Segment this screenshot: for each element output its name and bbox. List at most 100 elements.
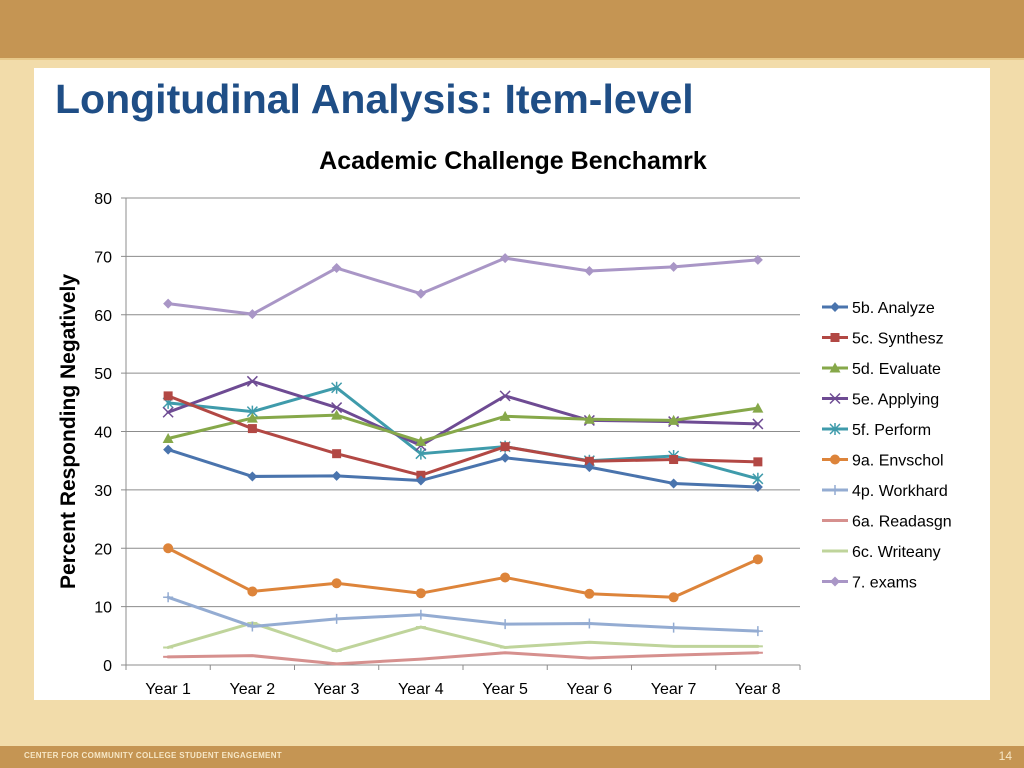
data-point bbox=[668, 478, 679, 489]
x-tick-label: Year 3 bbox=[314, 681, 360, 698]
legend-item: 5b. Analyze bbox=[822, 300, 935, 317]
x-tick-label: Year 2 bbox=[230, 681, 276, 698]
legend-item: 5f. Perform bbox=[822, 422, 931, 439]
data-point bbox=[668, 592, 679, 603]
data-point bbox=[752, 554, 763, 565]
data-point bbox=[162, 433, 174, 444]
legend-label: 5d. Evaluate bbox=[852, 361, 941, 378]
data-point bbox=[752, 626, 763, 637]
data-point bbox=[247, 309, 258, 320]
series-line bbox=[166, 448, 760, 489]
legend-marker bbox=[830, 454, 840, 465]
series-line bbox=[166, 406, 760, 443]
data-point bbox=[583, 413, 595, 424]
y-tick-label: 40 bbox=[94, 425, 112, 442]
series-line bbox=[166, 546, 760, 599]
data-point bbox=[415, 588, 426, 599]
series-5c-synthesz bbox=[163, 391, 763, 480]
y-tick-label: 10 bbox=[94, 600, 112, 617]
y-tick-label: 60 bbox=[94, 308, 112, 325]
data-point bbox=[331, 381, 343, 394]
data-point bbox=[162, 406, 174, 418]
x-tick-label: Year 7 bbox=[651, 681, 697, 698]
data-point bbox=[499, 390, 511, 402]
data-point bbox=[163, 543, 174, 554]
data-point bbox=[247, 424, 257, 434]
legend-label: 6a. Readasgn bbox=[852, 514, 952, 531]
data-point bbox=[247, 586, 258, 597]
data-point bbox=[415, 288, 426, 299]
x-tick-label: Year 4 bbox=[398, 681, 444, 698]
legend-item: 5c. Synthesz bbox=[822, 331, 944, 348]
data-point bbox=[331, 578, 342, 589]
data-point bbox=[500, 253, 511, 264]
data-point bbox=[752, 402, 764, 413]
content-panel bbox=[34, 68, 990, 700]
top-band bbox=[0, 0, 1024, 58]
data-point bbox=[500, 452, 511, 463]
data-point bbox=[246, 375, 258, 387]
legend-label: 5b. Analyze bbox=[852, 300, 935, 317]
data-point bbox=[331, 613, 342, 624]
data-point bbox=[415, 447, 427, 460]
series-5d-evaluate bbox=[162, 402, 764, 446]
series-line bbox=[166, 256, 760, 316]
data-point bbox=[415, 435, 427, 446]
data-point bbox=[331, 263, 342, 274]
series-5b-analyze bbox=[163, 444, 763, 492]
data-point bbox=[331, 470, 342, 481]
data-point bbox=[163, 444, 174, 455]
data-point bbox=[246, 412, 258, 423]
legend-label: 5e. Applying bbox=[852, 392, 939, 409]
series-line bbox=[166, 651, 760, 666]
slide-title: Longitudinal Analysis: Item-level bbox=[55, 76, 694, 122]
chart-title: Academic Challenge Benchamrk bbox=[319, 147, 707, 175]
data-point bbox=[584, 588, 595, 599]
series-line bbox=[166, 379, 760, 448]
legend-label: 5c. Synthesz bbox=[852, 331, 944, 348]
legend-label: 5f. Perform bbox=[852, 422, 931, 439]
data-point bbox=[332, 449, 342, 459]
data-point bbox=[500, 572, 511, 583]
footer-band bbox=[0, 746, 1024, 768]
series-line bbox=[166, 386, 760, 481]
data-point bbox=[668, 622, 679, 633]
series-line bbox=[166, 595, 760, 633]
data-point bbox=[669, 455, 679, 465]
data-point bbox=[415, 609, 426, 620]
legend-marker bbox=[830, 485, 840, 495]
y-axis-label: Percent Responding Negatively bbox=[57, 274, 80, 589]
legend-item: 6c. Writeany bbox=[822, 544, 941, 561]
y-tick-label: 50 bbox=[94, 366, 112, 383]
data-point bbox=[163, 592, 174, 603]
y-tick-label: 70 bbox=[94, 249, 112, 266]
legend-marker bbox=[830, 333, 840, 342]
data-point bbox=[331, 409, 343, 420]
series-line bbox=[166, 394, 760, 477]
x-tick-label: Year 1 bbox=[145, 681, 191, 698]
legend: 5b. Analyze 5c. Synthesz 5d. Evaluate 5e. A… bbox=[822, 300, 952, 592]
y-tick-label: 80 bbox=[94, 191, 112, 208]
x-tick-label: Year 8 bbox=[735, 681, 781, 698]
data-point bbox=[668, 414, 680, 425]
data-point bbox=[247, 621, 258, 632]
legend-item: 5d. Evaluate bbox=[822, 361, 941, 378]
legend-item: 6a. Readasgn bbox=[822, 514, 952, 531]
x-tick-label: Year 5 bbox=[482, 681, 528, 698]
data-point bbox=[752, 418, 764, 430]
footer-organization: CENTER FOR COMMUNITY COLLEGE STUDENT ENG… bbox=[24, 751, 282, 760]
data-point bbox=[415, 475, 426, 486]
data-point bbox=[752, 481, 763, 492]
data-point bbox=[584, 456, 594, 466]
legend-item: 9a. Envschol bbox=[822, 453, 944, 470]
y-tick-label: 30 bbox=[94, 483, 112, 500]
series-9a-envschol bbox=[163, 543, 763, 603]
series-line bbox=[166, 621, 760, 653]
series-7-exams bbox=[163, 253, 763, 320]
legend-label: 7. exams bbox=[852, 575, 917, 592]
top-divider bbox=[0, 58, 1024, 60]
series-4p-workhard bbox=[163, 592, 763, 637]
legend-marker bbox=[829, 362, 841, 373]
legend-marker bbox=[829, 392, 841, 405]
